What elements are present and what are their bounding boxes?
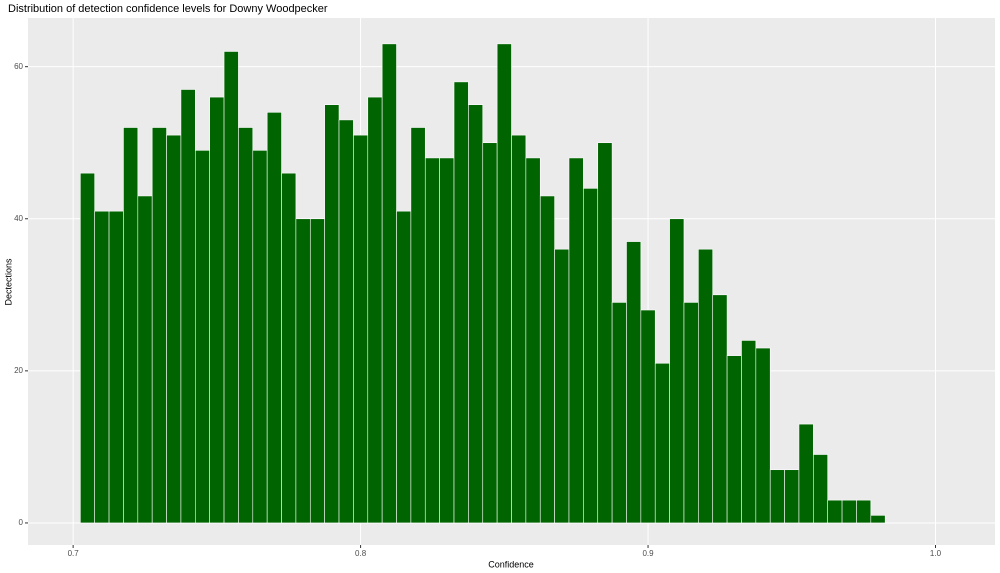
bar	[80, 172, 95, 524]
bar	[108, 210, 124, 524]
x-tick-label: 0.7	[68, 549, 80, 558]
bar	[798, 423, 814, 524]
bar	[353, 134, 369, 524]
bar	[654, 362, 670, 524]
bar	[496, 43, 512, 524]
bar	[381, 43, 397, 524]
bar	[870, 515, 886, 524]
bar	[669, 218, 685, 524]
bar	[856, 499, 872, 524]
bar	[784, 469, 800, 524]
bar	[209, 96, 225, 524]
bar	[769, 469, 785, 524]
bar	[583, 188, 599, 524]
bar	[439, 157, 455, 524]
bar	[568, 157, 584, 524]
bar	[726, 355, 742, 524]
bar	[223, 51, 239, 524]
bar	[712, 294, 728, 524]
bar	[180, 89, 196, 524]
bar	[194, 150, 210, 524]
bar	[841, 499, 857, 524]
bar	[468, 104, 484, 524]
bar	[539, 195, 555, 524]
chart-title: Distribution of detection confidence lev…	[8, 3, 328, 15]
bar	[424, 157, 440, 524]
bar	[611, 302, 627, 524]
bar	[410, 127, 426, 524]
y-tick-label: 60	[14, 62, 23, 71]
y-tick-label: 0	[19, 518, 24, 527]
bar	[396, 210, 412, 524]
bar	[511, 134, 527, 524]
bar	[698, 248, 714, 524]
y-axis-title: Dectections	[3, 258, 13, 306]
x-tick-label: 0.8	[355, 549, 367, 558]
bar	[640, 309, 656, 524]
bar	[741, 340, 757, 524]
bar	[367, 96, 383, 524]
y-tick-label: 20	[14, 366, 23, 375]
bar	[309, 218, 325, 524]
bar	[166, 134, 182, 524]
bar	[626, 241, 642, 524]
bar	[813, 454, 829, 524]
x-axis-title: Confidence	[488, 559, 534, 569]
bar	[238, 127, 254, 524]
bar	[755, 347, 771, 524]
bar	[338, 119, 354, 524]
bar	[252, 150, 268, 524]
bar	[324, 104, 340, 524]
bar	[94, 210, 110, 524]
bar	[137, 195, 153, 524]
x-tick-label: 1.0	[930, 549, 942, 558]
bar	[554, 248, 570, 524]
bar	[123, 127, 139, 524]
bar	[482, 142, 498, 524]
bar	[683, 302, 699, 524]
bar	[295, 218, 311, 524]
bar	[827, 499, 843, 524]
bar	[525, 157, 541, 524]
bar	[597, 142, 613, 524]
x-tick-label: 0.9	[642, 549, 654, 558]
bar	[453, 81, 469, 524]
bar	[266, 111, 282, 524]
bar	[281, 172, 297, 524]
y-tick-label: 40	[14, 214, 23, 223]
bar	[151, 127, 167, 524]
